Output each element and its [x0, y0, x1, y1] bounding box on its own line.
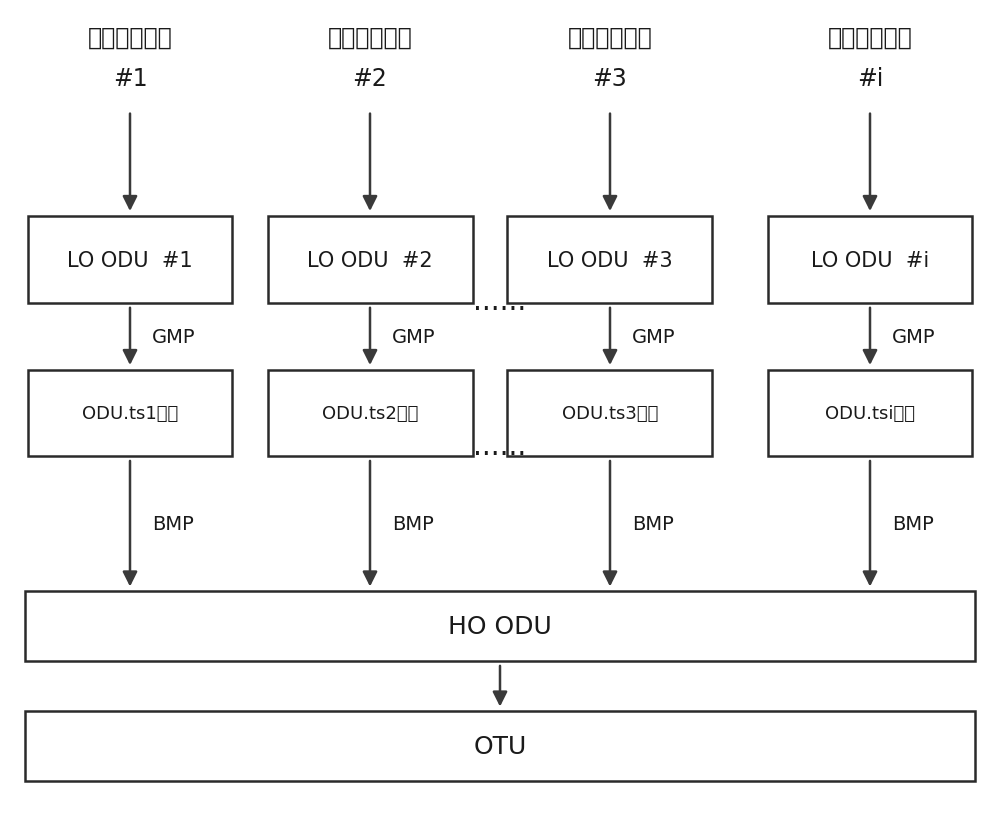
FancyBboxPatch shape	[28, 217, 232, 304]
Text: ......: ......	[473, 433, 527, 461]
Text: BMP: BMP	[392, 514, 434, 533]
Text: 客户业务信号: 客户业务信号	[828, 26, 912, 49]
Text: BMP: BMP	[632, 514, 674, 533]
Text: HO ODU: HO ODU	[448, 614, 552, 638]
Text: ODU.ts1时隙: ODU.ts1时隙	[82, 404, 178, 423]
Text: GMP: GMP	[152, 327, 196, 347]
Text: ODU.ts3时隙: ODU.ts3时隙	[562, 404, 658, 423]
Text: #i: #i	[857, 67, 883, 90]
Text: LO ODU  #1: LO ODU #1	[67, 251, 193, 270]
Text: 客户业务信号: 客户业务信号	[568, 26, 652, 49]
Text: ......: ......	[473, 288, 527, 316]
Text: BMP: BMP	[892, 514, 934, 533]
Text: BMP: BMP	[152, 514, 194, 533]
Text: #3: #3	[593, 67, 627, 90]
FancyBboxPatch shape	[268, 217, 473, 304]
Text: #2: #2	[353, 67, 387, 90]
FancyBboxPatch shape	[25, 591, 975, 662]
Text: OTU: OTU	[473, 734, 527, 758]
FancyBboxPatch shape	[28, 370, 232, 457]
FancyBboxPatch shape	[768, 370, 972, 457]
FancyBboxPatch shape	[507, 370, 712, 457]
Text: #1: #1	[113, 67, 147, 90]
Text: GMP: GMP	[392, 327, 436, 347]
FancyBboxPatch shape	[768, 217, 972, 304]
Text: 客户业务信号: 客户业务信号	[88, 26, 172, 49]
Text: LO ODU  #3: LO ODU #3	[547, 251, 673, 270]
Text: LO ODU  #i: LO ODU #i	[811, 251, 929, 270]
Text: LO ODU  #2: LO ODU #2	[307, 251, 433, 270]
FancyBboxPatch shape	[507, 217, 712, 304]
FancyBboxPatch shape	[25, 711, 975, 782]
Text: GMP: GMP	[892, 327, 936, 347]
Text: 客户业务信号: 客户业务信号	[328, 26, 412, 49]
Text: ODU.ts2时隙: ODU.ts2时隙	[322, 404, 418, 423]
Text: ODU.tsi时隙: ODU.tsi时隙	[825, 404, 915, 423]
FancyBboxPatch shape	[268, 370, 473, 457]
Text: GMP: GMP	[632, 327, 676, 347]
